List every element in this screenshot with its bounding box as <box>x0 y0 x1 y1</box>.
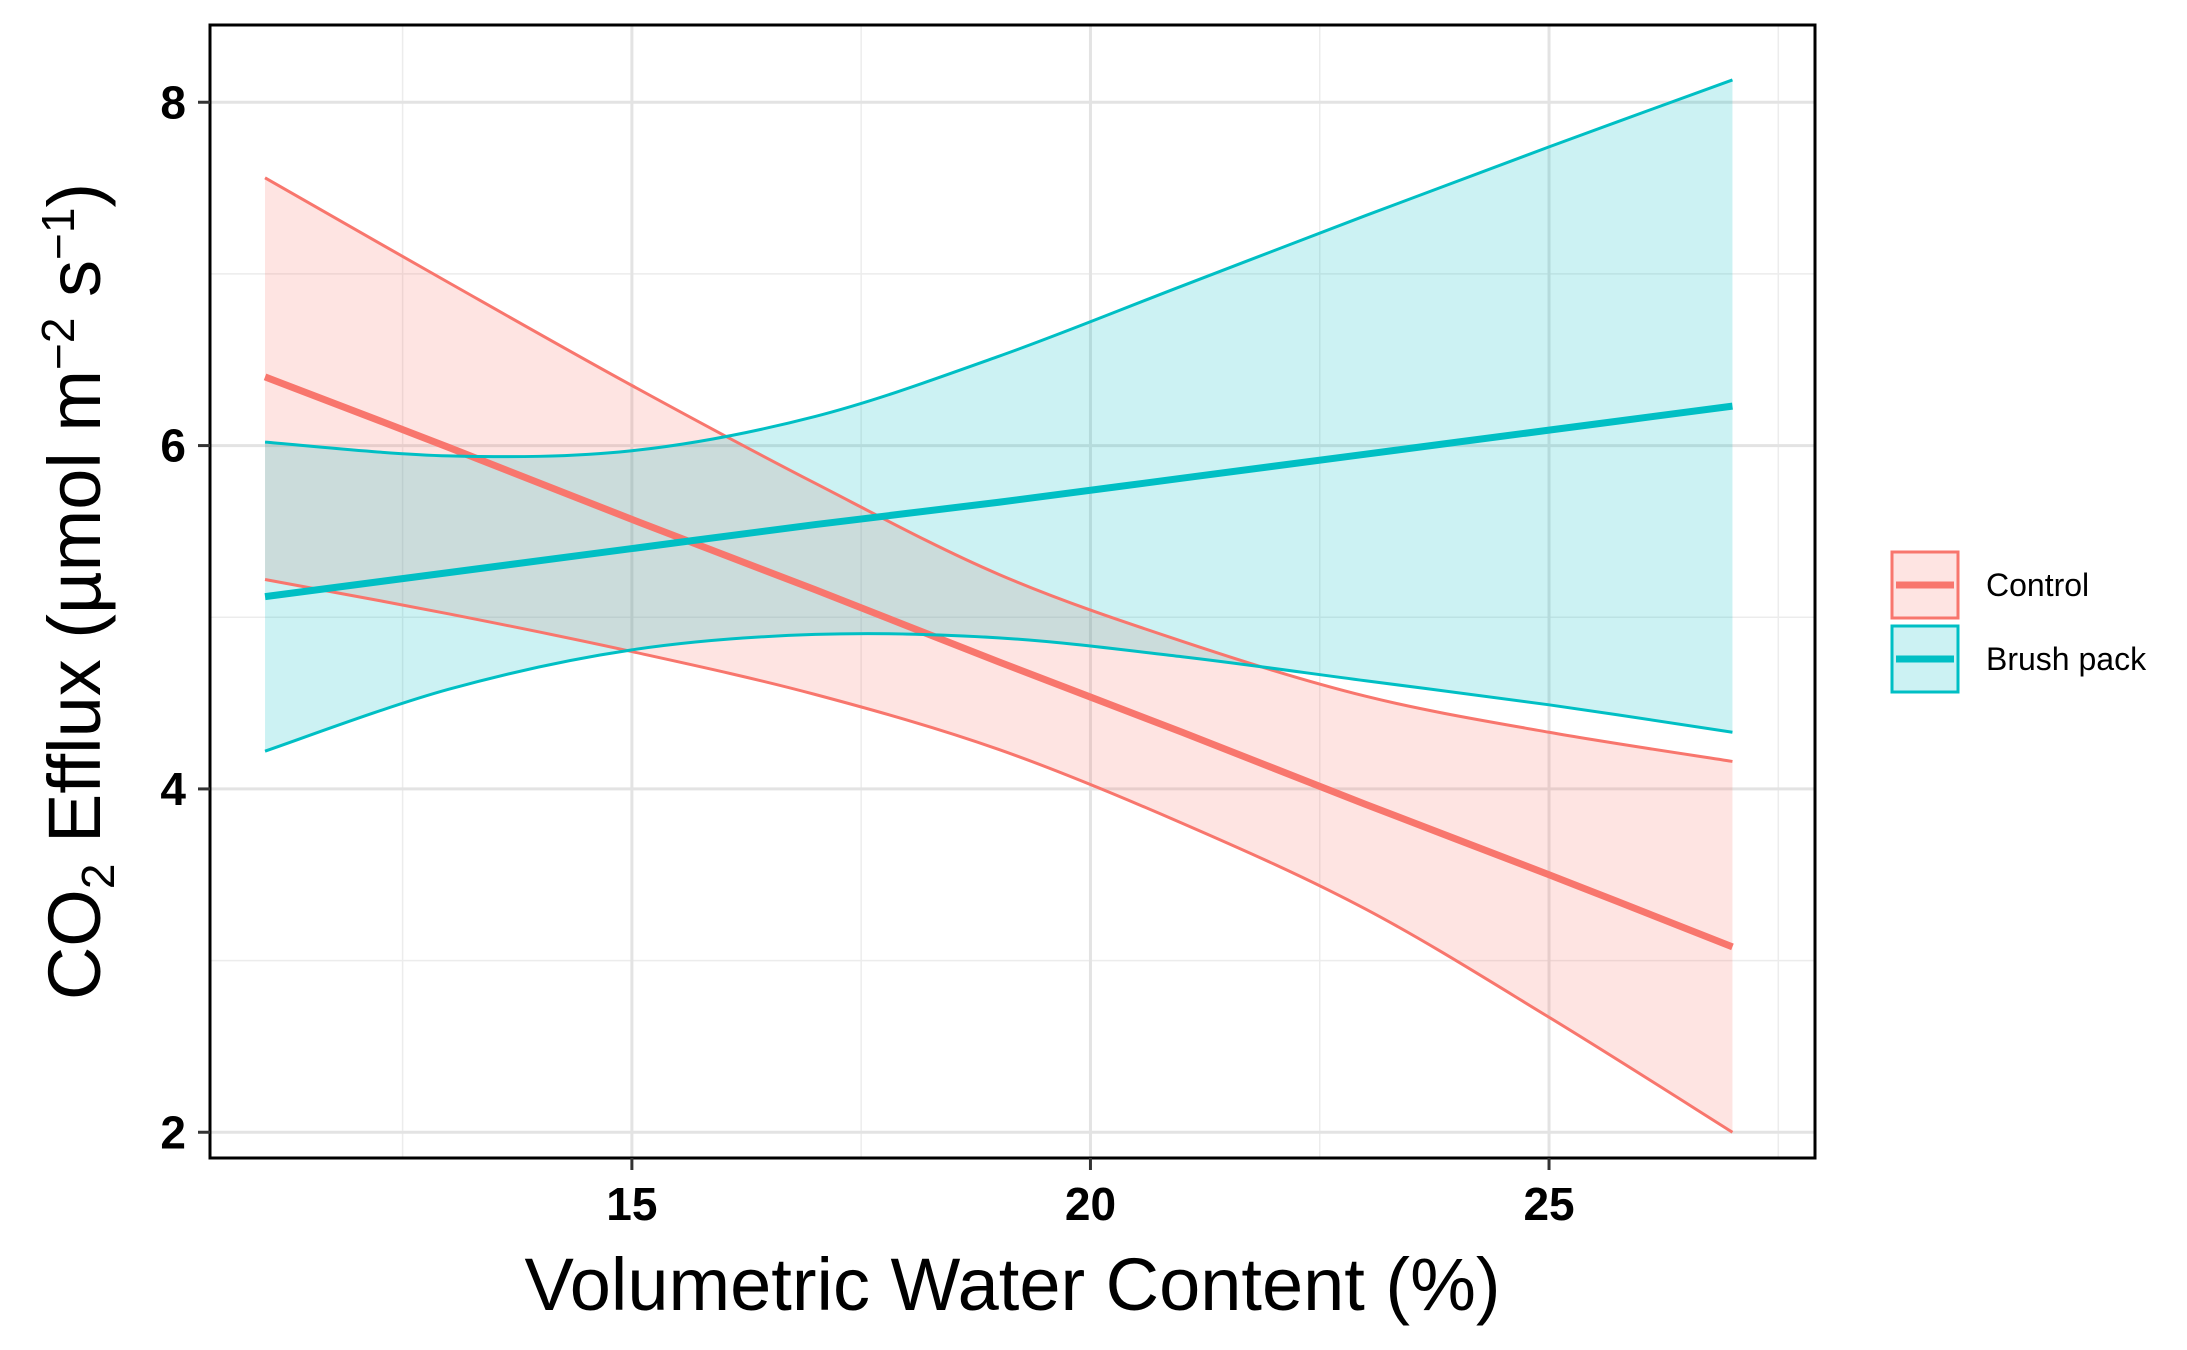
control-upper-bound-line <box>264 176 1733 763</box>
axis-ticks: 15 20 25 2 4 6 8 <box>160 76 1574 1230</box>
y-tick-label: 8 <box>160 76 186 128</box>
y-tick-label: 6 <box>160 420 186 472</box>
series-lines <box>263 78 1734 1134</box>
brush-pack-upper-bound-line <box>264 78 1733 459</box>
x-tick-label: 25 <box>1523 1178 1574 1230</box>
grid <box>210 25 1815 1158</box>
brush-pack-lower-bound-line <box>264 632 1733 753</box>
y-tick-label: 2 <box>160 1106 186 1158</box>
control-fit-line <box>263 373 1734 951</box>
y-title-superscript-2: −1 <box>32 208 84 260</box>
legend-label-brush-pack: Brush pack <box>1986 641 2147 677</box>
x-tick-label: 20 <box>1065 1178 1116 1230</box>
y-tick-label: 4 <box>160 763 186 815</box>
brush-pack-confidence-band <box>265 79 1733 752</box>
y-title-mid: s <box>33 260 116 318</box>
legend: Control Brush pack <box>1890 550 2147 694</box>
confidence-bands <box>265 79 1733 1133</box>
y-axis-title: CO2 Efflux (µmol m−2 s−1) <box>32 183 124 1000</box>
x-axis-title: Volumetric Water Content (%) <box>524 1243 1500 1326</box>
y-title-main: Efflux (µmol m <box>33 370 116 864</box>
y-title-base: CO <box>33 889 116 1000</box>
plot-panel-border <box>208 23 1817 1160</box>
control-confidence-band <box>265 177 1733 1133</box>
legend-label-control: Control <box>1986 567 2089 603</box>
brush-pack-fit-line <box>264 402 1733 601</box>
y-title-subscript: 2 <box>72 864 124 890</box>
y-title-superscript-1: −2 <box>32 318 84 370</box>
x-tick-label: 15 <box>606 1178 657 1230</box>
control-lower-bound-line <box>264 578 1734 1134</box>
y-title-end: ) <box>33 183 116 208</box>
